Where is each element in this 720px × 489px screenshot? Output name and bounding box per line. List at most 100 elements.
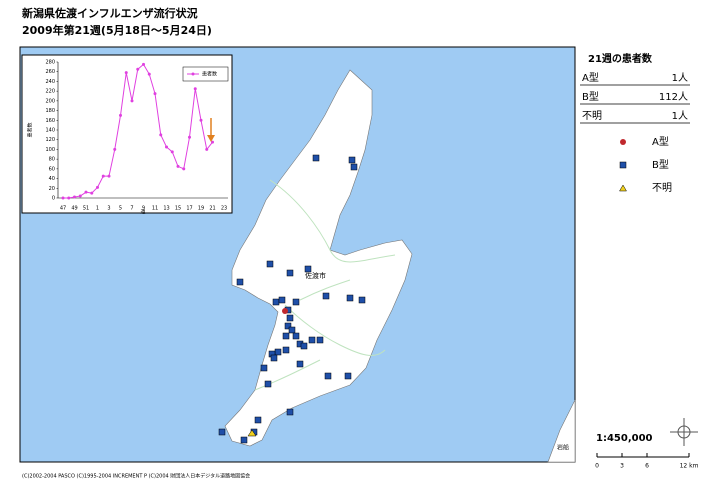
y-tick-label: 100 xyxy=(45,147,55,153)
marker-b xyxy=(240,436,248,444)
y-tick-label: 240 xyxy=(45,79,55,85)
point xyxy=(170,150,174,154)
point xyxy=(124,71,128,75)
marker-b xyxy=(266,260,274,268)
marker-b xyxy=(316,336,324,344)
point xyxy=(159,133,163,137)
marker-b xyxy=(300,342,308,350)
credits: (C)2002-2004 PASCO (C)1995-2004 INCREMEN… xyxy=(22,473,250,480)
point xyxy=(96,185,99,189)
row-label: 不明 xyxy=(582,110,602,122)
x-tick-label: 21 xyxy=(209,206,215,212)
point xyxy=(136,67,140,71)
point xyxy=(193,87,197,91)
marker-b xyxy=(296,360,304,368)
legend-symbol xyxy=(619,184,627,192)
point xyxy=(130,99,134,103)
marker-b xyxy=(324,372,332,380)
case-markers xyxy=(218,154,366,444)
inset-plot: 0 20 40 60 80 100 120 140 160 180 200 220 240 260 280 4… xyxy=(27,60,229,216)
marker-b xyxy=(358,296,366,304)
point xyxy=(61,196,65,200)
marker-b xyxy=(312,154,320,162)
title: 新潟県佐渡インフルエンザ流行状況 xyxy=(22,6,198,20)
scale-label: 12 km xyxy=(680,463,699,470)
x-tick-label: 49 xyxy=(71,206,77,212)
marker-b xyxy=(292,332,300,340)
point xyxy=(147,72,151,76)
point xyxy=(119,113,122,117)
marker-b xyxy=(346,294,354,302)
y-tick-label: 280 xyxy=(45,60,55,66)
row-label: B型 xyxy=(582,90,599,103)
arrow-head xyxy=(207,135,215,142)
x-tick-label: 9 xyxy=(142,206,145,212)
legend-swatch-dot xyxy=(191,72,195,76)
point xyxy=(188,135,191,139)
scale-label: 3 xyxy=(620,463,624,470)
marker-b xyxy=(286,314,294,322)
marker-b xyxy=(254,416,262,424)
marker-b xyxy=(304,265,312,273)
marker-a xyxy=(282,308,288,314)
marker-b xyxy=(272,298,280,306)
row-value: 1人 xyxy=(672,72,688,84)
point xyxy=(165,145,168,149)
marker-b xyxy=(308,336,316,344)
y-tick-label: 160 xyxy=(45,118,55,124)
marker-b xyxy=(264,380,272,388)
marker-b xyxy=(274,348,282,356)
scale: 1:450,000 xyxy=(596,433,653,444)
x-tick-label: 15 xyxy=(175,206,181,212)
point xyxy=(199,118,203,122)
scale-label: 0 xyxy=(595,463,599,470)
compass xyxy=(670,418,698,446)
point xyxy=(73,195,76,199)
point xyxy=(101,174,105,178)
marker-b xyxy=(288,326,296,334)
y-tick-label: 120 xyxy=(45,137,55,143)
marker-b xyxy=(218,428,226,436)
point xyxy=(176,164,180,168)
x-tick-label: 51 xyxy=(83,206,89,212)
marker-b xyxy=(322,292,330,300)
y-tick-label: 200 xyxy=(45,98,55,104)
legend-symbol xyxy=(619,161,627,169)
y-axis-label: 患者数 xyxy=(27,122,34,137)
marker-b xyxy=(278,296,286,304)
point xyxy=(107,174,111,178)
marker-b xyxy=(236,278,244,286)
marker-b xyxy=(282,332,290,340)
row-value: 112人 xyxy=(659,91,688,103)
point xyxy=(78,194,82,198)
legend-label: B型 xyxy=(652,158,669,171)
summary-title: 21週の患者数 xyxy=(588,52,653,65)
row-label: A型 xyxy=(582,71,599,84)
marker-b xyxy=(292,298,300,306)
marker-b xyxy=(286,269,294,277)
roads xyxy=(254,179,396,391)
row-value: 1人 xyxy=(672,110,688,122)
x-tick-label: 11 xyxy=(152,206,158,212)
map-label: 佐渡市 xyxy=(305,271,326,280)
y-tick-label: 20 xyxy=(49,186,55,192)
point xyxy=(113,147,117,151)
x-tick-label: 13 xyxy=(163,206,169,212)
y-tick-label: 0 xyxy=(52,196,55,202)
point xyxy=(67,196,71,200)
point xyxy=(84,190,88,194)
point xyxy=(153,92,157,96)
marker-b xyxy=(282,346,290,354)
point xyxy=(90,191,94,195)
x-tick-label: 19 xyxy=(198,206,204,212)
x-axis-label: 週 xyxy=(140,209,145,216)
y-tick-label: 260 xyxy=(45,69,55,75)
x-tick-label: 23 xyxy=(221,206,227,212)
marker-unknown xyxy=(247,429,257,437)
y-tick-label: 60 xyxy=(49,166,55,172)
x-tick-label: 17 xyxy=(186,206,192,212)
point xyxy=(142,62,145,66)
legend-symbol xyxy=(620,139,626,145)
marker-b xyxy=(284,322,292,330)
